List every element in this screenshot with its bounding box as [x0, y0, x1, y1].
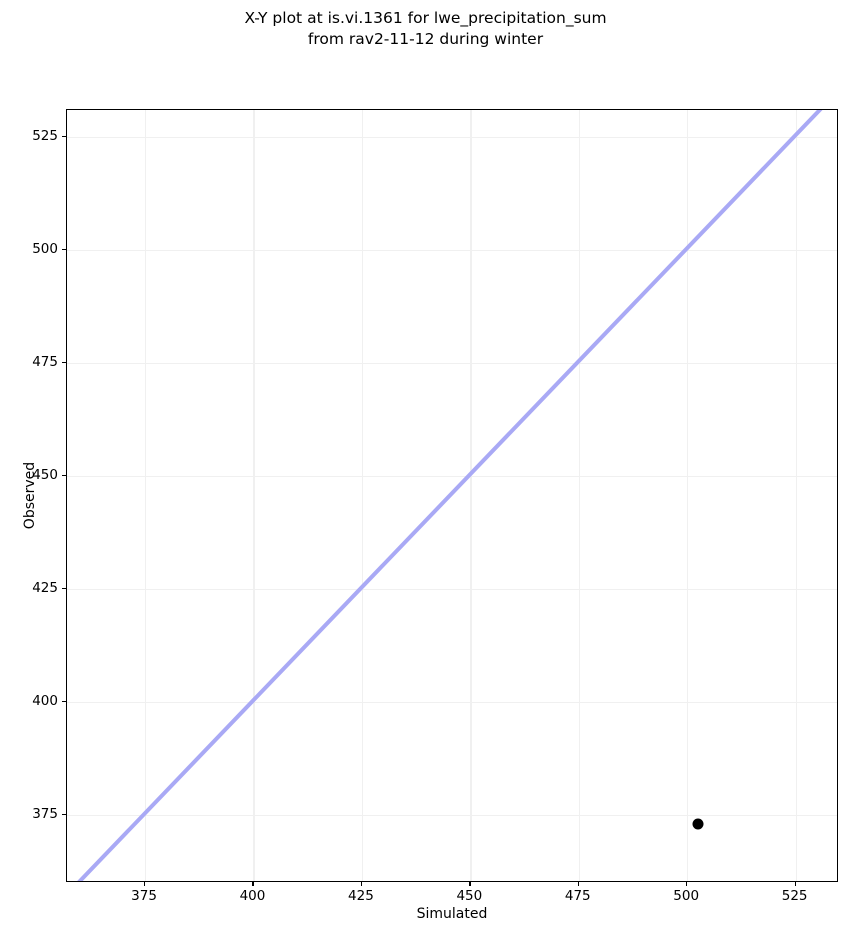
plot-axes-area: [66, 109, 838, 882]
x-tick-mark: [252, 882, 254, 886]
x-tick-label: 475: [564, 888, 591, 904]
y-tick-mark: [62, 136, 66, 138]
y-axis-label: Observed: [22, 461, 38, 530]
gridline-horizontal: [67, 815, 837, 817]
x-tick-label: 500: [673, 888, 700, 904]
x-tick-mark: [577, 882, 579, 886]
y-tick-label: 500: [32, 241, 58, 258]
x-tick-mark: [686, 882, 688, 886]
gridline-horizontal: [67, 702, 837, 704]
x-tick-label: 375: [131, 888, 157, 904]
gridline-vertical: [470, 110, 472, 881]
x-tick-label: 525: [781, 888, 808, 904]
one-to-one-reference-line: [77, 110, 823, 881]
x-tick-label: 400: [239, 888, 266, 904]
chart-title: X-Y plot at is.vi.1361 for lwe_precipita…: [244, 9, 607, 48]
y-tick-mark: [62, 475, 66, 477]
gridline-vertical: [253, 110, 255, 881]
y-tick-label: 525: [32, 128, 58, 145]
x-tick-label: 450: [456, 888, 483, 904]
y-tick-mark: [62, 701, 66, 703]
x-axis-label: Simulated: [416, 906, 488, 922]
y-tick-label: 375: [32, 806, 58, 823]
gridline-horizontal: [67, 476, 837, 478]
gridline-vertical: [361, 110, 364, 881]
gridline-vertical: [795, 110, 797, 881]
x-tick-mark: [360, 882, 363, 886]
gridline-horizontal: [67, 363, 837, 365]
y-tick-label: 450: [32, 467, 58, 484]
gridline-horizontal: [67, 250, 837, 252]
y-tick-label: 425: [32, 580, 58, 597]
x-tick-mark: [144, 882, 146, 886]
y-tick-label: 400: [32, 693, 58, 710]
x-tick-label: 425: [348, 888, 374, 904]
y-tick-mark: [62, 814, 66, 816]
y-tick-mark: [62, 588, 66, 590]
y-tick-label: 475: [32, 354, 58, 371]
gridline-vertical: [687, 110, 689, 881]
x-tick-mark: [469, 882, 471, 886]
gridline-vertical: [578, 110, 581, 881]
y-tick-mark: [62, 362, 66, 364]
scatter-point: [692, 818, 704, 830]
x-tick-mark: [794, 882, 796, 886]
y-tick-mark: [62, 249, 66, 251]
gridline-horizontal: [67, 589, 837, 591]
gridline-vertical: [145, 110, 147, 881]
gridline-horizontal: [67, 137, 837, 139]
